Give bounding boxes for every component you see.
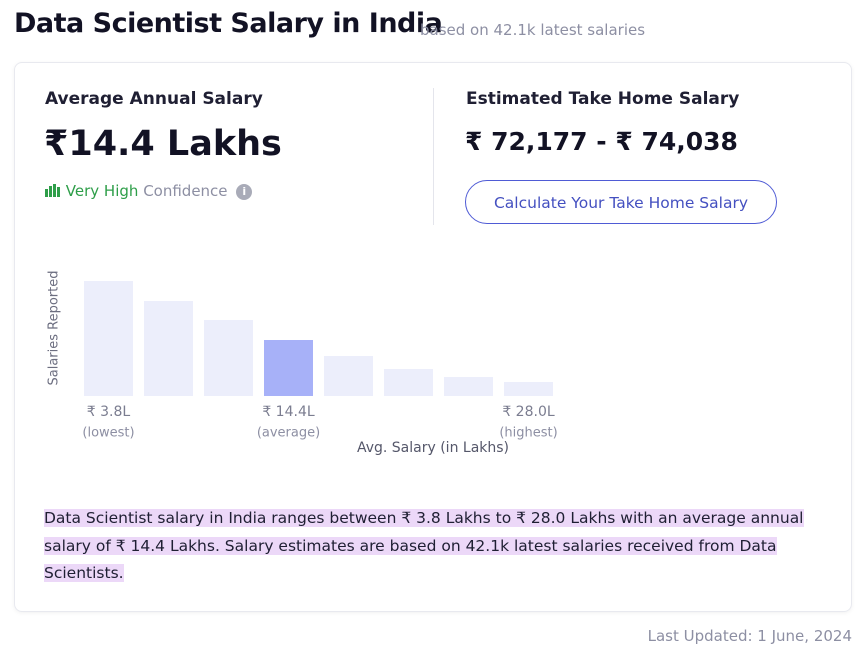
take-home-label: Estimated Take Home Salary: [466, 89, 740, 109]
x-axis-label: Avg. Salary (in Lakhs): [357, 440, 509, 456]
info-icon[interactable]: i: [236, 184, 253, 200]
x-tick-label: ₹ 14.4L: [262, 404, 315, 420]
confidence-text: Confidence: [143, 182, 228, 200]
divider: [433, 88, 434, 225]
x-tick-label: ₹ 28.0L: [502, 404, 555, 420]
bar: [504, 382, 553, 396]
bar: [84, 281, 133, 396]
chart: ₹ 3.8L (lowest) ₹ 14.4L (average) ₹ 28.0L (hi…: [47, 270, 558, 456]
average-label: Average Annual Salary: [45, 89, 263, 109]
page-subtitle: based on 42.1k latest salaries: [420, 21, 646, 39]
summary-text: Data Scientist salary in India ranges be…: [44, 509, 804, 582]
bar: [324, 356, 373, 396]
bar: [384, 369, 433, 396]
salary-card: [14, 62, 852, 612]
confidence-icon: [45, 184, 60, 197]
bar: [144, 301, 193, 396]
summary: Data Scientist salary in India ranges be…: [44, 505, 814, 588]
confidence: Very High Confidence i: [45, 182, 253, 200]
last-updated: Last Updated: 1 June, 2024: [647, 627, 852, 645]
x-tick-sublabel: (average): [257, 426, 320, 441]
x-tick-label: ₹ 3.8L: [87, 404, 131, 420]
take-home-value: ₹ 72,177 - ₹ 74,038: [465, 127, 738, 156]
calculate-button[interactable]: Calculate Your Take Home Salary: [465, 180, 777, 224]
y-axis-label: Salaries Reported: [47, 270, 62, 385]
x-tick-sublabel: (highest): [499, 426, 557, 441]
bar: [264, 340, 313, 396]
average-value: ₹14.4 Lakhs: [44, 124, 282, 164]
bar: [444, 377, 493, 396]
x-tick-sublabel: (lowest): [82, 426, 134, 441]
bar: [204, 320, 253, 396]
page-title: Data Scientist Salary in India: [14, 8, 443, 39]
confidence-level: Very High: [65, 182, 139, 200]
